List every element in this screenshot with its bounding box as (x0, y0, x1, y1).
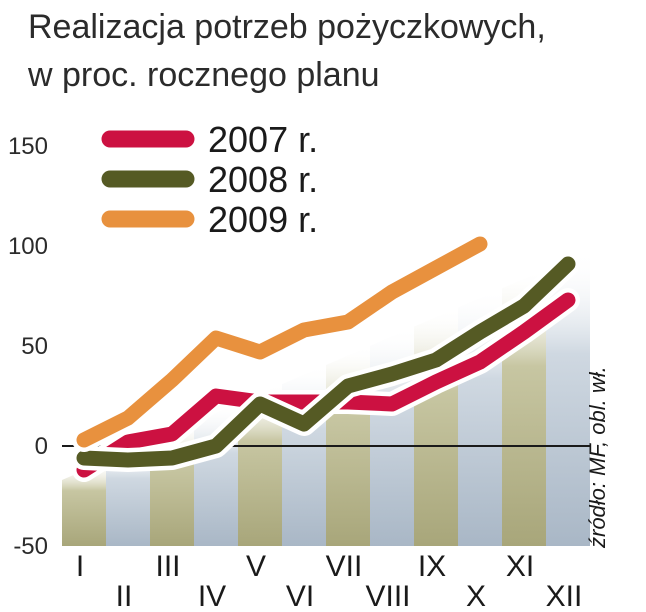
y-tick-label: -50 (13, 533, 48, 560)
x-tick-label: XII (546, 580, 583, 612)
y-tick-label: 50 (21, 333, 48, 360)
x-tick-label: IV (198, 580, 226, 612)
series-line (76, 256, 576, 468)
chart-title: Realizacja potrzeb pożyczkowych, (28, 8, 546, 46)
x-tick-label: VIII (365, 580, 410, 612)
y-axis: 150 100 50 0 -50 (8, 133, 48, 560)
legend-label: 2009 r. (208, 199, 318, 240)
x-tick-label: IX (418, 550, 446, 583)
x-tick-label: II (116, 580, 133, 612)
y-tick-label: 100 (8, 233, 48, 260)
series-lines (72, 232, 580, 482)
x-tick-label: III (155, 550, 180, 583)
y-tick-label: 0 (35, 433, 48, 460)
x-tick-label: VII (326, 550, 363, 583)
background-column (546, 250, 590, 546)
x-tick-label: VI (286, 580, 314, 612)
chart-subtitle: w proc. rocznego planu (27, 56, 380, 94)
legend-label: 2007 r. (208, 119, 318, 160)
background-column (62, 460, 106, 546)
x-tick-label: XI (506, 550, 534, 583)
legend-label: 2008 r. (208, 159, 318, 200)
x-tick-label: X (466, 580, 486, 612)
series-line (76, 236, 488, 448)
legend: 2007 r.2008 r.2009 r. (97, 119, 318, 240)
x-tick-label: I (76, 550, 84, 583)
source-note: źródło: MF, obl. wł. (585, 366, 610, 549)
y-tick-label: 150 (8, 133, 48, 160)
x-tick-label: V (246, 550, 266, 583)
